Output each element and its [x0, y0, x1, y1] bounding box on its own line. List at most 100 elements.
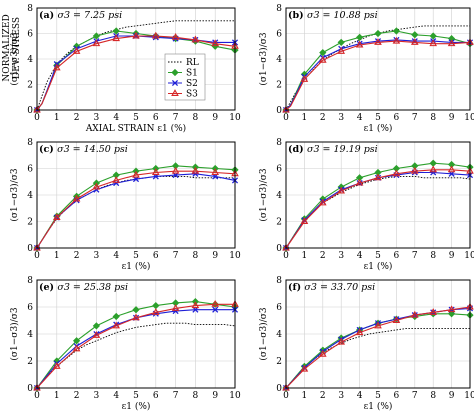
x-tick-label: 8 [193, 113, 199, 123]
x-tick-label: 2 [320, 251, 326, 261]
data-point-s3 [33, 243, 41, 251]
data-point-s3 [410, 166, 419, 174]
x-tick-label: 10 [464, 391, 474, 401]
plot-frame [285, 279, 471, 389]
x-tick-label: 4 [357, 113, 363, 123]
data-point-s3 [171, 33, 180, 40]
y-axis-label: (σ1−σ3)/σ3 [9, 168, 20, 221]
y-axis-label: (σ1−σ3)/σ3 [9, 32, 20, 85]
y-tick-label: 2 [27, 81, 33, 91]
data-point-s1 [112, 312, 120, 321]
data-point-s3 [151, 168, 160, 175]
x-tick-label: 2 [320, 391, 326, 401]
y-axis-label: (σ1−σ3)/σ3 [258, 32, 269, 85]
x-tick-label: 8 [193, 391, 199, 401]
x-axis-label: ε1 (%) [364, 261, 393, 272]
series-line-s3 [285, 306, 471, 389]
plot-frame [285, 141, 471, 249]
x-tick-label: 1 [302, 113, 308, 123]
data-point-s1 [319, 49, 327, 57]
x-tick-label: 0 [34, 113, 40, 123]
data-point-s3 [337, 47, 346, 54]
y-tick-label: 4 [276, 191, 282, 201]
data-point-s1 [429, 32, 437, 40]
data-point-s3 [447, 165, 456, 173]
chart-panel: 0 1 2 3 4 5 6 7 8 9 10 0 2 4 6 8 (d) σ3 = 19.19 psi (σ1−σ… [258, 138, 474, 272]
data-point-s3 [151, 308, 160, 315]
x-tick-label: 3 [338, 251, 344, 261]
x-axis-label: ε1 (%) [122, 401, 151, 412]
y-tick-label: 0 [276, 384, 282, 394]
y-tick-label: 6 [276, 303, 282, 313]
panel-title: (c) σ3 = 14.50 psi [39, 144, 128, 155]
data-point-s1 [112, 27, 120, 35]
x-tick-label: 0 [283, 251, 289, 261]
y-tick-label: 0 [276, 106, 282, 116]
y-tick-label: 8 [276, 276, 282, 286]
y-tick-label: 2 [276, 357, 282, 367]
data-point-s3 [355, 178, 364, 186]
y-tick-label: 4 [276, 55, 282, 65]
data-point-s3 [33, 105, 41, 113]
data-point-s3 [191, 35, 200, 43]
legend-label: S1 [186, 69, 198, 79]
data-point-s3 [392, 169, 401, 177]
x-tick-label: 5 [133, 391, 139, 401]
data-point-s3 [410, 310, 419, 318]
x-tick-label: 3 [94, 251, 100, 261]
series-line-s3 [285, 40, 471, 111]
x-tick-label: 6 [394, 391, 400, 401]
data-point-s3 [282, 383, 290, 391]
x-tick-label: 2 [74, 113, 80, 123]
series-line-s3 [36, 303, 235, 389]
legend-label: S3 [186, 90, 198, 100]
data-point-s3 [132, 31, 140, 39]
x-tick-label: 6 [153, 113, 159, 123]
data-point-s3 [355, 40, 364, 48]
x-tick-label: 10 [229, 391, 241, 401]
x-tick-label: 0 [283, 113, 289, 123]
x-tick-label: 9 [449, 391, 455, 401]
data-point-s3 [112, 34, 121, 42]
data-point-s3 [112, 321, 121, 329]
data-point-s3 [429, 308, 438, 315]
data-point-s3 [374, 173, 382, 181]
panel-title: (e) σ3 = 25.38 psi [39, 282, 128, 293]
data-point-s3 [447, 305, 456, 313]
y-tick-label: 4 [27, 330, 33, 340]
chart-panel: 0 1 2 3 4 5 6 7 8 9 10 0 2 4 6 8 (f) σ3 = 33.70 psi (σ1−σ… [258, 276, 474, 412]
x-tick-label: 7 [173, 251, 179, 261]
data-point-s3 [211, 39, 220, 47]
series-line-s3 [36, 35, 236, 111]
legend-marker [171, 79, 179, 87]
y-tick-label: 0 [27, 106, 33, 116]
data-point-s3 [72, 194, 81, 202]
x-tick-label: 0 [34, 251, 40, 261]
x-tick-label: 5 [375, 251, 381, 261]
plot-frame [36, 141, 236, 249]
x-tick-label: 9 [449, 251, 455, 261]
data-point-s3 [52, 213, 61, 220]
x-tick-label: 6 [394, 113, 400, 123]
legend-marker [171, 89, 179, 96]
data-point-s3 [429, 39, 438, 47]
x-tick-label: 2 [74, 251, 80, 261]
data-point-s1 [92, 32, 101, 40]
y-tick-label: 2 [27, 218, 33, 228]
x-tick-label: 5 [133, 251, 139, 261]
x-tick-label: 0 [283, 391, 289, 401]
data-point-s3 [191, 301, 200, 309]
x-tick-label: 7 [173, 391, 179, 401]
figure-ylabel-line1: NORMALIZED [2, 14, 12, 81]
y-tick-label: 2 [27, 357, 33, 367]
plot-frame [36, 279, 236, 389]
x-tick-label: 3 [338, 391, 344, 401]
data-point-s3 [171, 166, 180, 174]
x-tick-label: 3 [338, 113, 344, 123]
y-tick-label: 6 [276, 30, 282, 40]
x-tick-label: 1 [54, 113, 60, 123]
x-tick-label: 7 [412, 391, 418, 401]
data-point-s1 [92, 322, 101, 330]
plot-frame [285, 7, 471, 111]
plot-frame [36, 7, 236, 111]
